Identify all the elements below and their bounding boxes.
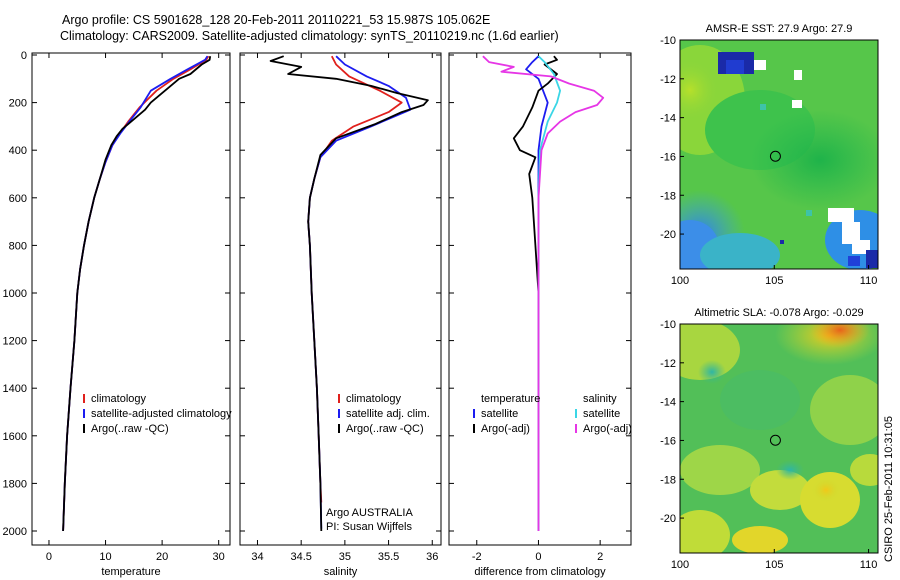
footer-stamp: CSIRO 25-Feb-2011 10:31:05 [883, 416, 895, 562]
x-axis-label: salinity [324, 566, 358, 578]
y-tick-label: -20 [660, 513, 676, 525]
series-line-climatology [62, 55, 210, 532]
y-tick-label: 400 [9, 145, 27, 157]
y-tick-label: 0 [21, 50, 27, 62]
y-tick-label: 1400 [3, 383, 27, 395]
x-axis-label: difference from climatology [474, 566, 606, 578]
annotation: PI: Susan Wijffels [326, 521, 412, 533]
legend-entry: Argo(..raw -QC) [346, 423, 424, 435]
y-tick-label: 600 [9, 193, 27, 205]
map-title: Altimetric SLA: -0.078 Argo: -0.029 [694, 307, 863, 319]
legend-entry: climatology [91, 393, 147, 405]
y-tick-label: -10 [660, 319, 676, 331]
legend-entry: temperature [481, 393, 540, 405]
x-tick-label: 36 [426, 551, 438, 563]
x-axis-label: temperature [101, 566, 160, 578]
series-line-satellite [62, 55, 209, 532]
sla-map-panel: Altimetric SLA: -0.078 Argo: -0.029 100 10… [660, 307, 879, 571]
x-tick-label: 35 [339, 551, 351, 563]
map-title: AMSR-E SST: 27.9 Argo: 27.9 [706, 23, 853, 35]
x-tick-label: 0 [46, 551, 52, 563]
x-tick-label: 100 [671, 275, 689, 287]
sst-map-panel: AMSR-E SST: 27.9 Argo: 27.9 100 105 110 -10 -… [660, 23, 879, 287]
x-tick-label: 105 [765, 559, 783, 571]
y-tick-label: -16 [660, 151, 676, 163]
series-line-satellite [307, 55, 412, 529]
annotation: Argo AUSTRALIA [326, 507, 413, 519]
y-tick-label: -12 [660, 74, 676, 86]
legend-entry: climatology [346, 393, 402, 405]
x-tick-label: 30 [213, 551, 225, 563]
legend-entry: Argo(-adj) [481, 423, 530, 435]
x-tick-label: 105 [765, 275, 783, 287]
y-tick-label: -18 [660, 190, 676, 202]
x-tick-label: 35.5 [378, 551, 399, 563]
sla-heatmap [680, 324, 878, 553]
legend-entry: salinity [583, 393, 617, 405]
x-tick-label: 110 [860, 275, 878, 287]
x-tick-label: 34 [251, 551, 263, 563]
temperature-panel: 0 10 20 30 temperature 0 200 400 600 800 1000 1200 1… [3, 50, 233, 578]
y-tick-label: -14 [660, 397, 676, 409]
y-tick-label: 800 [9, 240, 27, 252]
series-line-temp-satellite [525, 55, 549, 531]
x-tick-label: 0 [535, 551, 541, 563]
legend-entry: satellite adj. clim. [346, 408, 430, 420]
header-line-2: Climatology: CARS2009. Satellite-adjuste… [60, 29, 559, 43]
legend-entry: satellite [481, 408, 518, 420]
x-tick-label: 100 [671, 559, 689, 571]
x-tick-label: -2 [472, 551, 482, 563]
plot-frame [448, 52, 632, 546]
legend-entry: satellite-adjusted climatology [91, 408, 232, 420]
y-tick-label: 2000 [3, 526, 27, 538]
argo-position-marker [769, 434, 781, 446]
x-tick-label: 2 [597, 551, 603, 563]
salinity-panel: 34 34.5 35 35.5 36 salinity climatology satelli… [239, 52, 442, 578]
series-line-climatology [307, 55, 403, 503]
series-line-sal-argo [482, 55, 605, 531]
y-tick-label: 1000 [3, 288, 27, 300]
x-tick-label: 20 [156, 551, 168, 563]
plot-frame [31, 52, 231, 546]
difference-panel: -2 0 2 difference from climatology temperatu… [448, 52, 632, 578]
series-line-argo [62, 56, 212, 532]
map-frame [679, 323, 879, 554]
plot-frame [239, 52, 442, 546]
header-line-1: Argo profile: CS 5901628_128 20-Feb-2011… [62, 13, 490, 27]
y-tick-label: -12 [660, 358, 676, 370]
x-tick-label: 34.5 [290, 551, 311, 563]
x-tick-label: 110 [860, 559, 878, 571]
map-frame [679, 39, 879, 270]
y-tick-label: -16 [660, 435, 676, 447]
y-tick-label: -14 [660, 113, 676, 125]
x-tick-label: 10 [99, 551, 111, 563]
y-tick-label: 1200 [3, 336, 27, 348]
y-tick-label: 1800 [3, 478, 27, 490]
legend-entry: satellite [583, 408, 620, 420]
argo-position-marker [769, 150, 781, 162]
y-tick-label: 1600 [3, 431, 27, 443]
series-line-temp-argo [512, 55, 558, 531]
y-tick-label: -18 [660, 474, 676, 486]
series-line-argo [269, 55, 429, 532]
y-tick-label: 200 [9, 98, 27, 110]
y-tick-label: -10 [660, 35, 676, 47]
legend-entry: Argo(..raw -QC) [91, 423, 169, 435]
y-tick-label: -20 [660, 229, 676, 241]
sst-heatmap [680, 40, 878, 269]
legend-entry: Argo(-adj) [583, 423, 632, 435]
